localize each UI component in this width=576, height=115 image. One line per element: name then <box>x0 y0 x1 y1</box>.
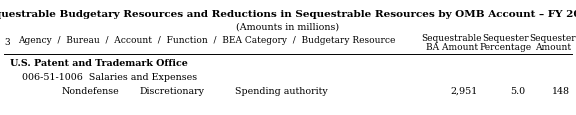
Text: BA Amount: BA Amount <box>426 43 478 52</box>
Text: (Amounts in millions): (Amounts in millions) <box>236 23 340 32</box>
Text: 006-51-1006  Salaries and Expenses: 006-51-1006 Salaries and Expenses <box>22 72 197 81</box>
Text: 148: 148 <box>552 86 570 95</box>
Text: Discretionary: Discretionary <box>140 86 205 95</box>
Text: 5.0: 5.0 <box>510 86 525 95</box>
Text: Amount: Amount <box>535 43 571 52</box>
Text: Sequester: Sequester <box>530 34 576 43</box>
Text: Nondefense: Nondefense <box>62 86 120 95</box>
Text: 3: 3 <box>4 38 10 47</box>
Text: Percentage: Percentage <box>480 43 532 52</box>
Text: Sequester: Sequester <box>483 34 529 43</box>
Text: 2,951: 2,951 <box>451 86 478 95</box>
Text: Sequestrable Budgetary Resources and Reductions in Sequestrable Resources by OMB: Sequestrable Budgetary Resources and Red… <box>0 10 576 19</box>
Text: Agency  /  Bureau  /  Account  /  Function  /  BEA Category  /  Budgetary Resour: Agency / Bureau / Account / Function / B… <box>18 36 395 45</box>
Text: Spending authority: Spending authority <box>235 86 328 95</box>
Text: U.S. Patent and Trademark Office: U.S. Patent and Trademark Office <box>10 59 188 67</box>
Text: Sequestrable: Sequestrable <box>422 34 482 43</box>
